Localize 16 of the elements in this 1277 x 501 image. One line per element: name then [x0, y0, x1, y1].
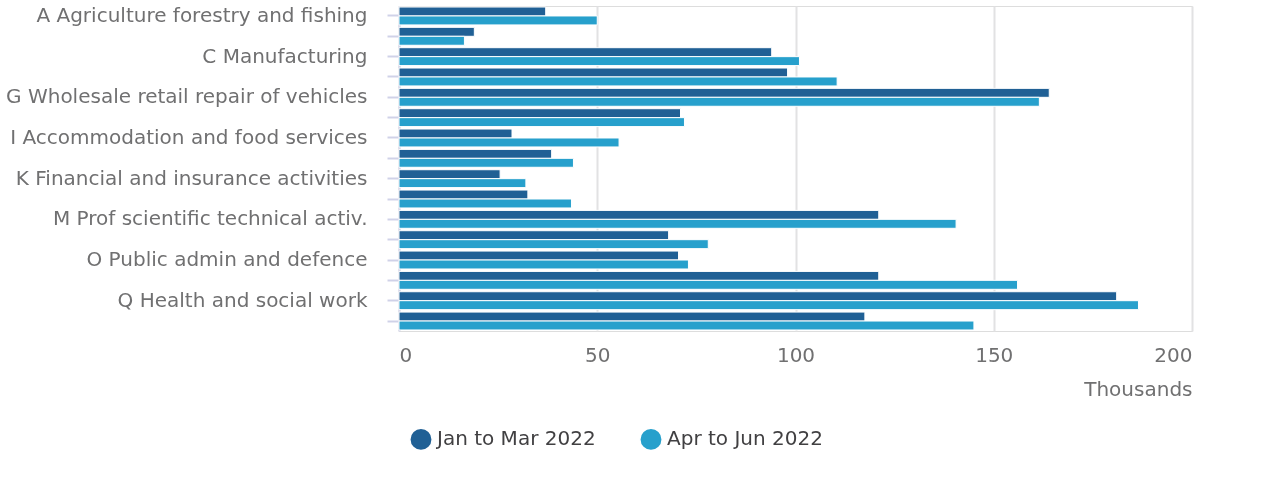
x-tick-label: 200 — [1154, 342, 1193, 367]
x-tick-label: 150 — [975, 342, 1014, 367]
x-tick-label: 100 — [776, 342, 816, 367]
y-tick-label: C Manufacturing — [202, 43, 368, 68]
y-tick-label: A Agriculture forestry and fishing — [36, 2, 368, 27]
legend-label: Jan to Mar 2022 — [435, 426, 596, 451]
y-tick-label: G Wholesale retail repair of vehicles — [6, 84, 368, 109]
x-axis-title: Thousands — [1083, 376, 1193, 401]
legend-label: Apr to Jun 2022 — [667, 426, 823, 451]
y-tick-label: Q Health and social work — [117, 287, 368, 312]
y-tick-label: M Prof scientific technical activ. — [52, 206, 368, 231]
x-tick-label: 50 — [585, 342, 611, 367]
y-tick-label: K Financial and insurance activities — [15, 165, 368, 190]
y-tick-label: O Public admin and defence — [86, 247, 368, 272]
y-tick-label: I Accommodation and food services — [10, 124, 368, 149]
x-tick-label: 0 — [399, 342, 413, 367]
